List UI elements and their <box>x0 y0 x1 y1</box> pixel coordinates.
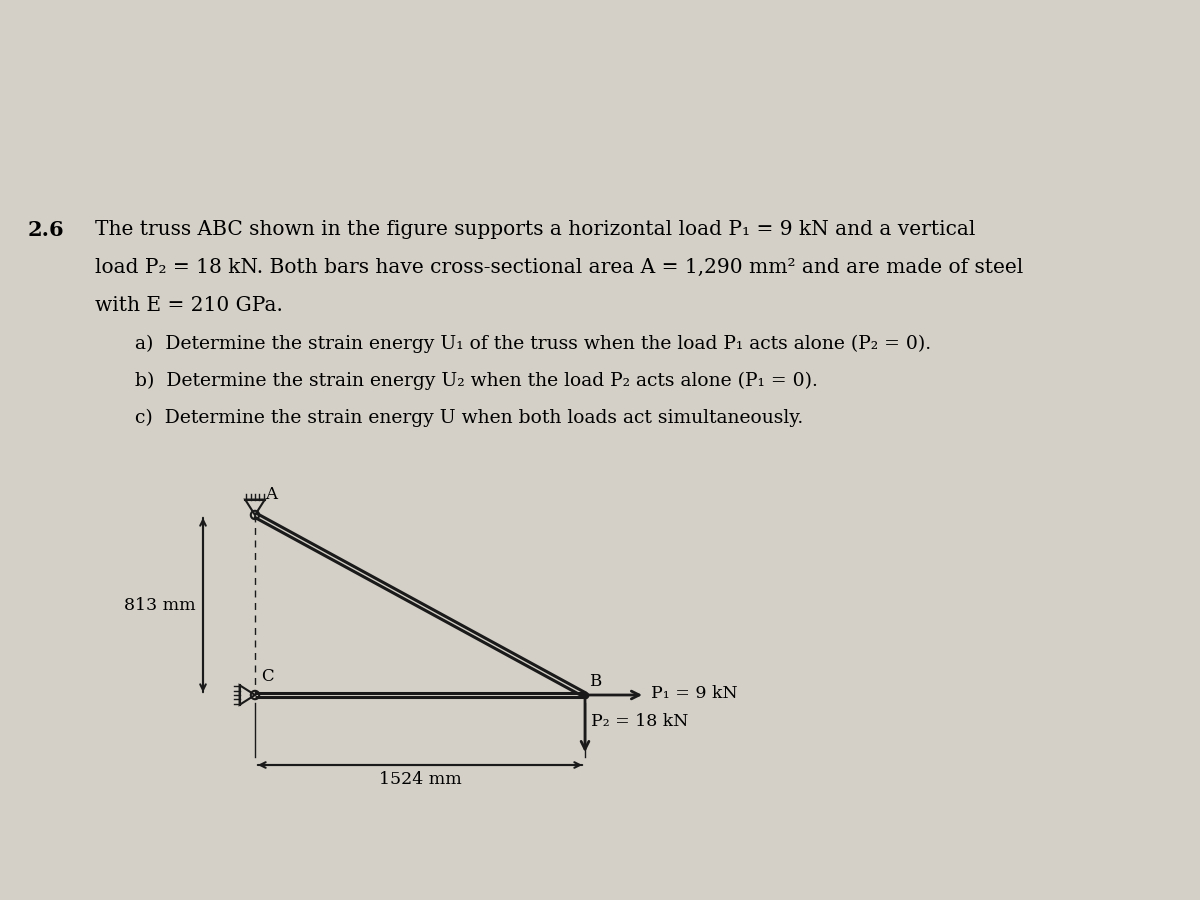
Text: 2.6: 2.6 <box>28 220 65 240</box>
Text: C: C <box>262 668 274 685</box>
Text: b)  Determine the strain energy U₂ when the load P₂ acts alone (P₁ = 0).: b) Determine the strain energy U₂ when t… <box>134 372 818 391</box>
Text: The truss ABC shown in the figure supports a horizontal load P₁ = 9 kN and a ver: The truss ABC shown in the figure suppor… <box>95 220 976 239</box>
Text: 1524 mm: 1524 mm <box>379 771 461 788</box>
Text: c)  Determine the strain energy U when both loads act simultaneously.: c) Determine the strain energy U when bo… <box>134 409 803 428</box>
Text: A: A <box>265 486 277 503</box>
Text: P₂ = 18 kN: P₂ = 18 kN <box>590 713 689 730</box>
Text: load P₂ = 18 kN. Both bars have cross-sectional area A = 1,290 mm² and are made : load P₂ = 18 kN. Both bars have cross-se… <box>95 258 1024 277</box>
Text: a)  Determine the strain energy U₁ of the truss when the load P₁ acts alone (P₂ : a) Determine the strain energy U₁ of the… <box>134 335 931 353</box>
Text: 813 mm: 813 mm <box>125 597 196 614</box>
Text: P₁ = 9 kN: P₁ = 9 kN <box>650 685 738 701</box>
Text: with E = 210 GPa.: with E = 210 GPa. <box>95 296 283 315</box>
Text: B: B <box>589 673 601 690</box>
